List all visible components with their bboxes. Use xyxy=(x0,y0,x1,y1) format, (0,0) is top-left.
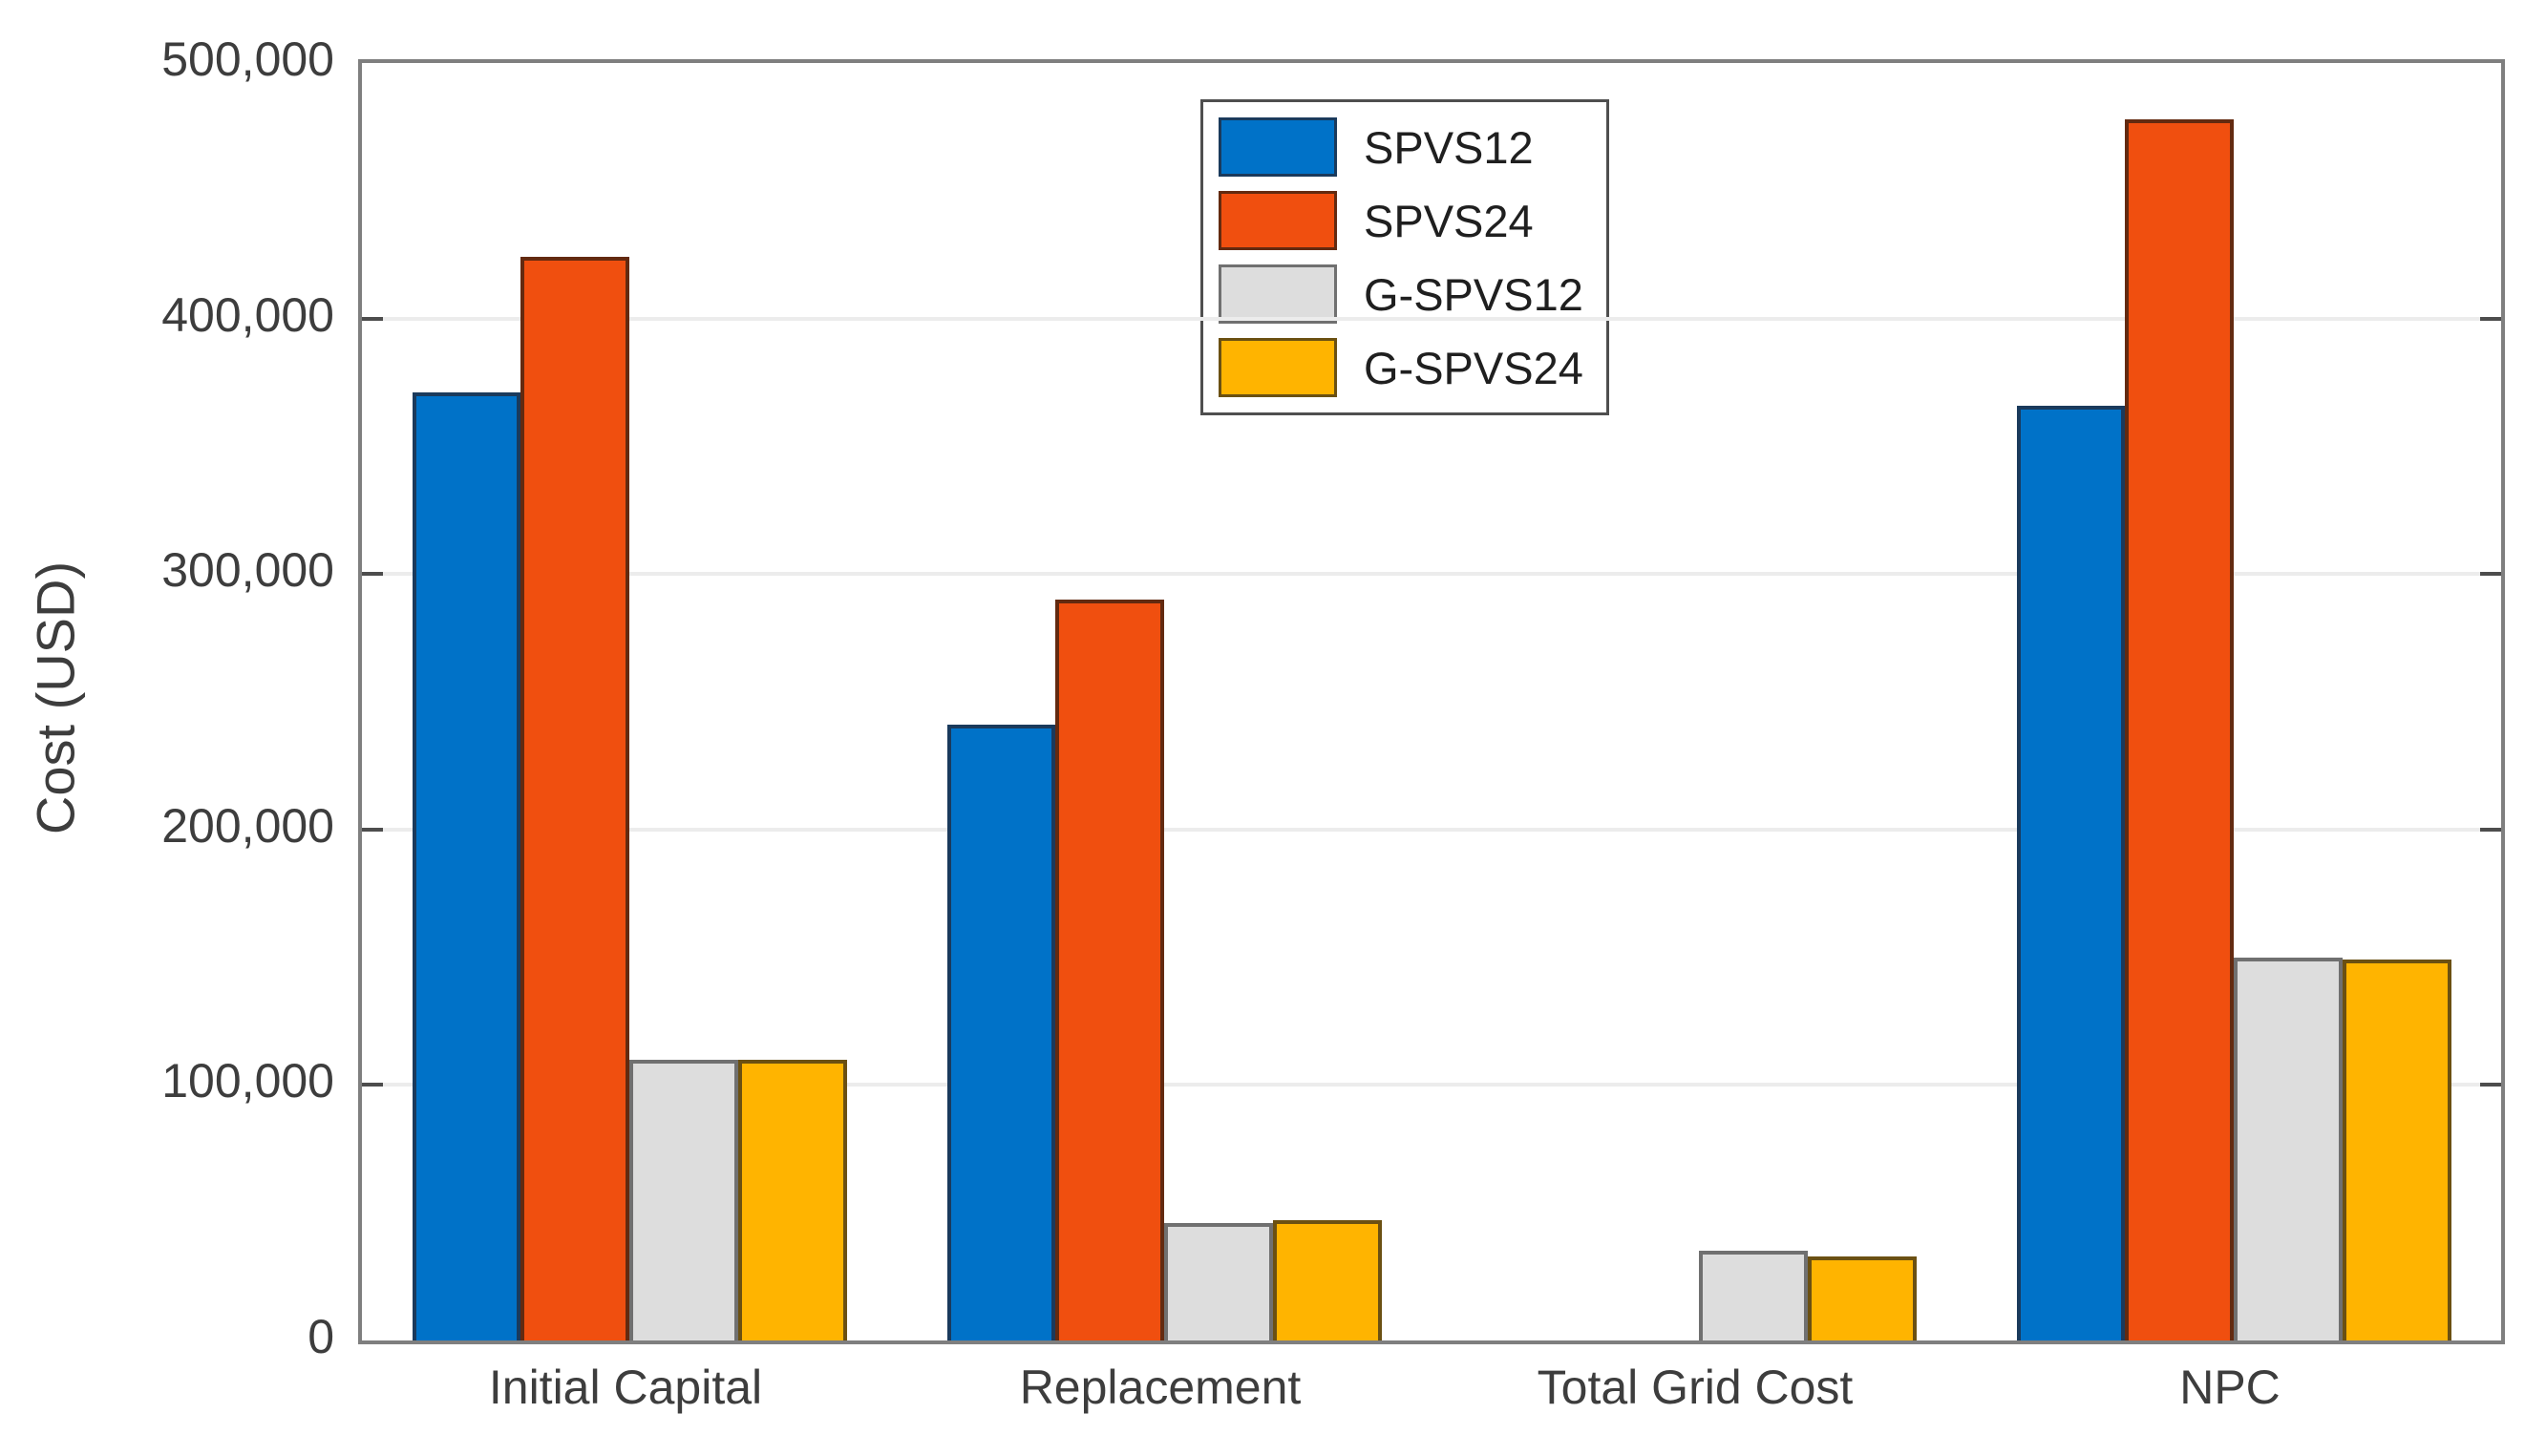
y-tick-mark xyxy=(2480,572,2501,577)
legend-swatch-spvs24 xyxy=(1219,191,1337,250)
gridline xyxy=(362,1083,2501,1087)
y-tick-mark xyxy=(362,316,383,321)
bar-g-spvs24-total-grid-cost xyxy=(1807,1256,1917,1340)
bar-spvs24-npc xyxy=(2125,118,2234,1340)
plot-area: SPVS12 SPVS24 G-SPVS12 G-SPVS24 xyxy=(358,59,2505,1344)
x-axis-label-npc: NPC xyxy=(2179,1361,2281,1414)
legend: SPVS12 SPVS24 G-SPVS12 G-SPVS24 xyxy=(1200,99,1609,415)
y-tick-label: 300,000 xyxy=(161,543,334,598)
x-axis-label-total-grid-cost: Total Grid Cost xyxy=(1537,1361,1854,1414)
legend-item-spvs24: SPVS24 xyxy=(1219,191,1583,250)
y-tick-mark xyxy=(2480,316,2501,321)
legend-swatch-g-spvs12 xyxy=(1219,264,1337,324)
y-tick-mark xyxy=(362,572,383,577)
y-axis-title: Cost (USD) xyxy=(25,560,86,835)
bar-spvs12-replacement xyxy=(946,725,1056,1340)
bar-spvs12-npc xyxy=(2016,405,2126,1340)
gridline xyxy=(362,572,2501,577)
gridline xyxy=(362,827,2501,832)
x-axis-label-initial-capital: Initial Capital xyxy=(488,1361,763,1414)
x-axis-label-replacement: Replacement xyxy=(1019,1361,1302,1414)
legend-label-g-spvs12: G-SPVS12 xyxy=(1364,268,1583,320)
y-tick-mark xyxy=(2480,1083,2501,1087)
legend-item-g-spvs12: G-SPVS12 xyxy=(1219,264,1583,324)
y-tick-label: 100,000 xyxy=(161,1054,334,1108)
legend-label-spvs24: SPVS24 xyxy=(1364,195,1534,246)
bar-spvs12-initial-capital xyxy=(412,392,521,1340)
bar-g-spvs12-npc xyxy=(2234,957,2343,1340)
bar-spvs24-replacement xyxy=(1055,599,1164,1340)
y-tick-label: 500,000 xyxy=(161,32,334,86)
bar-g-spvs24-replacement xyxy=(1272,1220,1382,1340)
legend-item-g-spvs24: G-SPVS24 xyxy=(1219,338,1583,397)
y-tick-label: 0 xyxy=(308,1310,334,1363)
bar-g-spvs24-npc xyxy=(2342,960,2451,1340)
bar-g-spvs12-replacement xyxy=(1164,1222,1273,1340)
y-tick-mark xyxy=(362,827,383,832)
legend-swatch-g-spvs24 xyxy=(1219,338,1337,397)
bar-g-spvs24-initial-capital xyxy=(737,1059,847,1340)
y-tick-label: 400,000 xyxy=(161,287,334,342)
legend-item-spvs12: SPVS12 xyxy=(1219,117,1583,177)
bar-g-spvs12-initial-capital xyxy=(629,1059,738,1340)
legend-label-spvs12: SPVS12 xyxy=(1364,121,1534,173)
legend-label-g-spvs24: G-SPVS24 xyxy=(1364,342,1583,393)
y-tick-mark xyxy=(2480,827,2501,832)
y-tick-mark xyxy=(362,1083,383,1087)
bar-g-spvs12-total-grid-cost xyxy=(1699,1251,1808,1340)
bar-spvs24-initial-capital xyxy=(520,257,629,1340)
y-tick-label: 200,000 xyxy=(161,798,334,853)
legend-swatch-spvs12 xyxy=(1219,117,1337,177)
gridline xyxy=(362,316,2501,321)
